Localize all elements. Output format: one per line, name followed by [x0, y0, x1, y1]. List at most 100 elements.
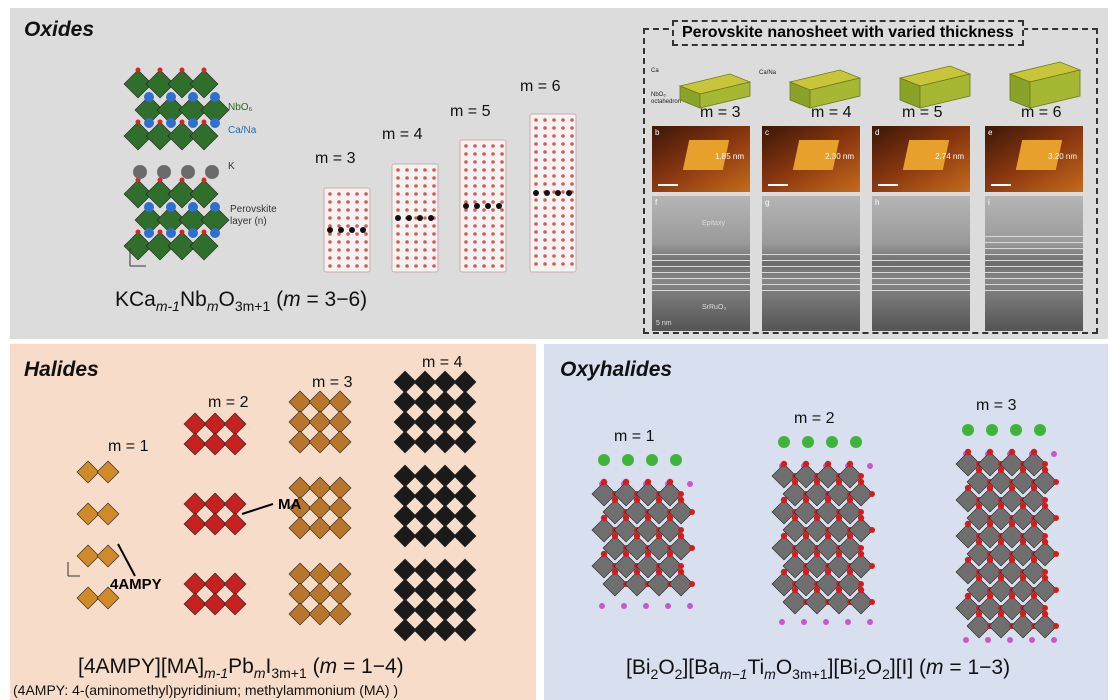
oxygen-atom	[396, 264, 400, 268]
oxygen-atom	[396, 192, 400, 196]
oxygen-atom	[552, 198, 556, 202]
oxygen-atom	[464, 152, 468, 156]
nanosheet-ca-label: Ca	[651, 68, 659, 74]
oxygen-atom	[1053, 587, 1059, 593]
oxygen-atom	[346, 192, 350, 196]
tio6-octahedron	[1032, 577, 1058, 603]
oxygen-atom	[561, 238, 565, 242]
tio6-octahedron	[999, 595, 1025, 621]
tio6-octahedron	[826, 481, 852, 507]
pbi6-octahedron	[413, 410, 437, 434]
oxygen-atom	[813, 550, 821, 558]
oxygen-atom	[328, 256, 332, 260]
k-atom	[428, 215, 434, 221]
4ampy-annotation: 4AMPY	[110, 576, 162, 593]
oxygen-atom	[997, 574, 1005, 582]
oxygen-atom	[432, 192, 436, 196]
oxygen-atom	[666, 550, 674, 558]
nanosheet-blocks	[678, 61, 1082, 109]
nbo6-octahedron	[123, 69, 153, 99]
oxygen-atom	[464, 224, 468, 228]
oxygen-atom	[464, 208, 468, 212]
ca-na-atom	[188, 92, 198, 102]
oxygen-atom	[857, 550, 865, 558]
oxygen-atom	[396, 256, 400, 260]
pbi6-octahedron	[328, 476, 352, 500]
oxygen-atom	[1008, 448, 1016, 456]
tio6-octahedron	[782, 517, 808, 543]
oxygen-atom	[482, 232, 486, 236]
pbi6-octahedron	[433, 484, 457, 508]
oxygen-atom	[534, 206, 538, 210]
oxygen-atom	[1030, 520, 1038, 528]
oxygen-atom	[1042, 533, 1048, 539]
oxides-formula: KCam-1NbmO3m+1 (m = 3−6)	[115, 288, 368, 314]
oxygen-atom	[1030, 592, 1038, 600]
oxygen-atom	[423, 168, 427, 172]
oxygen-atom	[561, 118, 565, 122]
oxygen-atom	[964, 484, 972, 492]
oxygen-atom	[432, 256, 436, 260]
oxygen-atom	[414, 192, 418, 196]
pbi6-octahedron	[453, 430, 477, 454]
oxygen-atom	[570, 126, 574, 130]
oxygen-atom	[414, 240, 418, 244]
oxygen-atom	[813, 514, 821, 522]
ma-annotation: MA	[278, 496, 302, 513]
tio6-octahedron	[771, 499, 797, 525]
halide-structures	[67, 370, 477, 642]
oxygen-atom	[1053, 551, 1059, 557]
bismuth-atom	[823, 619, 829, 625]
kca-nbo-structure	[123, 67, 230, 267]
oxygen-atom	[824, 568, 832, 576]
oxygen-atom	[975, 610, 983, 618]
tio6-octahedron	[1010, 469, 1036, 495]
ca-na-atom	[210, 202, 220, 212]
oxygen-atom	[414, 200, 418, 204]
pbi6-octahedron	[393, 598, 417, 622]
pbi6-octahedron	[453, 598, 477, 622]
ma-arrow	[241, 503, 274, 515]
oxygen-atom	[552, 206, 556, 210]
oxygen-atom	[570, 174, 574, 178]
tio6-octahedron	[966, 613, 992, 639]
tio6-octahedron	[977, 595, 1003, 621]
iodine-atom	[622, 454, 634, 466]
tio6-octahedron	[624, 571, 650, 597]
tio6-octahedron	[657, 553, 683, 579]
pbi6-octahedron	[183, 512, 207, 536]
oxygen-atom	[423, 176, 427, 180]
oxygen-atom	[570, 206, 574, 210]
pbi6-octahedron	[328, 582, 352, 606]
oxygen-atom	[561, 190, 565, 194]
tio6-octahedron	[977, 523, 1003, 549]
oxygen-atom	[1030, 556, 1038, 564]
oxygen-atom	[473, 200, 477, 204]
oxygen-atom	[644, 550, 652, 558]
pbi6-octahedron	[288, 582, 312, 606]
k-atom	[406, 215, 412, 221]
pbi6-octahedron	[413, 598, 437, 622]
halides-caption: (4AMPY: 4-(aminomethyl)pyridinium; methy…	[13, 682, 399, 698]
oxygen-atom	[678, 563, 684, 569]
tio6-octahedron	[815, 463, 841, 489]
oxygen-atom	[500, 168, 504, 172]
oxygen-atom	[500, 192, 504, 196]
oxide-m3-label: m = 3	[315, 150, 356, 167]
oxygen-atom	[677, 496, 685, 504]
oxygen-atom	[201, 119, 207, 125]
oxygen-atom	[201, 229, 207, 235]
tio6-octahedron	[602, 571, 628, 597]
pbi6-octahedron	[96, 502, 120, 526]
pbi6-octahedron	[308, 390, 332, 414]
oxygen-atom	[355, 192, 359, 196]
oxygen-atom	[600, 550, 608, 558]
oxygen-atom	[423, 184, 427, 188]
oxygen-atom	[135, 229, 141, 235]
oxygen-atom	[464, 176, 468, 180]
oxygen-atom	[1008, 592, 1016, 600]
ca-na-atom	[166, 118, 176, 128]
oxygen-atom	[534, 134, 538, 138]
oxygen-atom	[543, 158, 547, 162]
k-atom	[205, 165, 219, 179]
